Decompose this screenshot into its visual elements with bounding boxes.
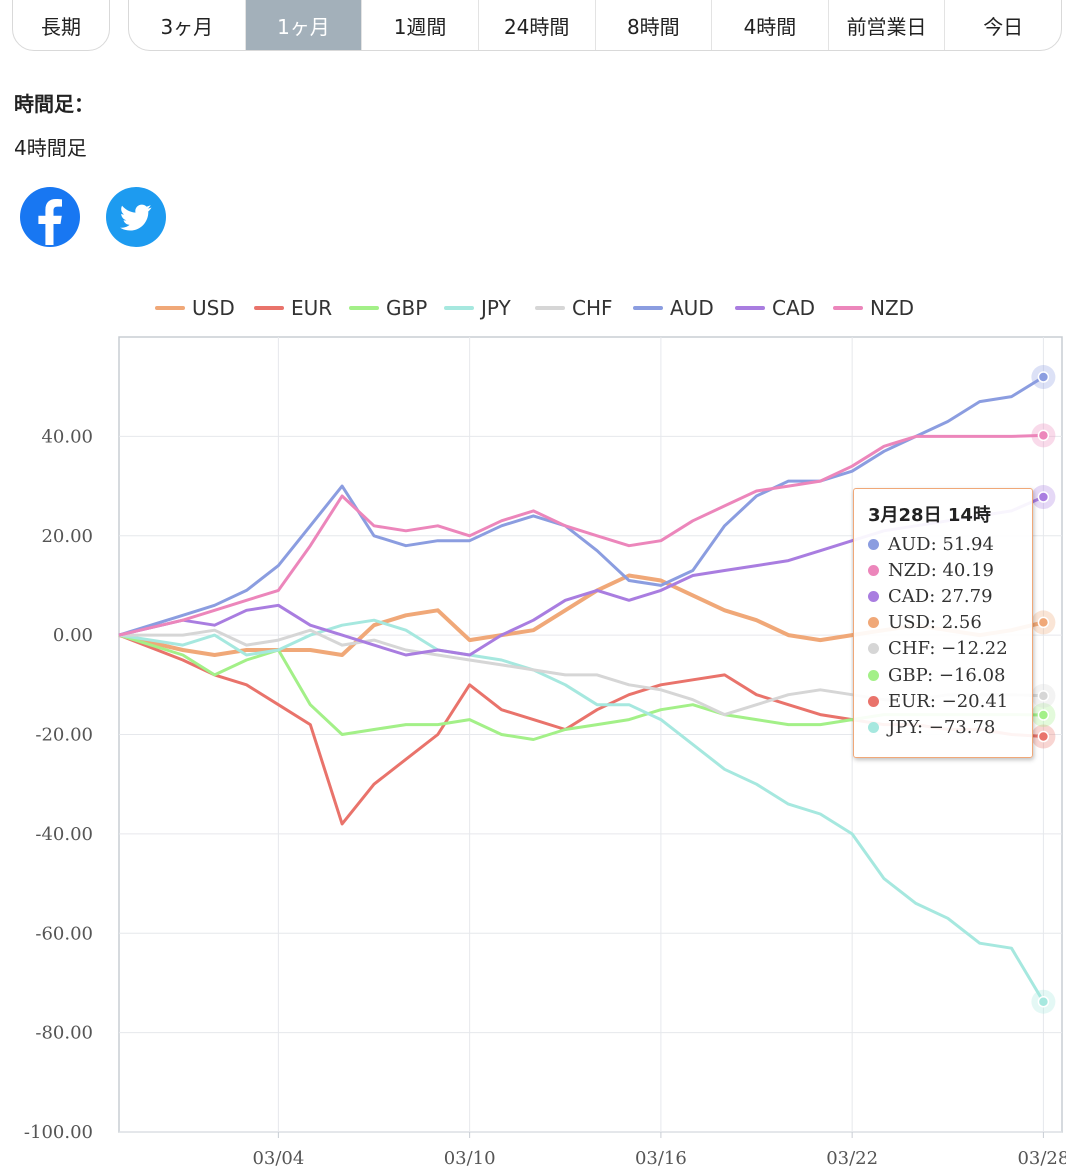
tooltip-dot-cad (868, 590, 879, 602)
tab-1-week[interactable]: 1週間 (361, 0, 478, 50)
facebook-icon (38, 199, 62, 245)
legend-label: CAD (772, 296, 815, 320)
period-tabs: 長期 3ヶ月 1ヶ月 1週間 24時間 8時間 4時間 前営業日 今日 (0, 0, 1066, 54)
tooltip-dot-eur (868, 695, 879, 707)
tab-today[interactable]: 今日 (944, 0, 1061, 50)
legend-item-gbp[interactable]: GBP (349, 296, 427, 320)
tooltip-title: 3月28日 14時 (868, 505, 991, 526)
timeframe-value: 4時間足 (14, 136, 87, 160)
legend-item-nzd[interactable]: NZD (833, 296, 914, 320)
tab-4-hours[interactable]: 4時間 (711, 0, 828, 50)
legend-label: AUD (670, 296, 714, 320)
y-tick-label: 20.00 (41, 526, 93, 547)
tooltip-row-usd: USD: 2.56 (868, 610, 1032, 636)
y-tick-label: -40.00 (35, 824, 93, 845)
tooltip-dot-aud (868, 538, 879, 550)
tooltip-dot-nzd (868, 564, 879, 576)
y-tick-label: -20.00 (35, 725, 93, 746)
tab-long-term[interactable]: 長期 (12, 0, 110, 51)
tab-3-months[interactable]: 3ヶ月 (160, 15, 214, 39)
tooltip-row-eur: EUR: −20.41 (868, 688, 1032, 714)
twitter-share-button[interactable] (106, 187, 166, 247)
legend-label: GBP (386, 296, 427, 320)
y-axis: 40.00 20.00 0.00 -20.00 -40.00 -60.00 -80.00 -1… (24, 426, 93, 1143)
end-marker-gbp (1037, 709, 1050, 721)
legend-item-cad[interactable]: CAD (735, 296, 815, 320)
tooltip-value: AUD: 51.94 (888, 533, 994, 555)
tooltip-dot-jpy (868, 721, 879, 733)
tooltip-row-gbp: GBP: −16.08 (868, 662, 1032, 688)
facebook-share-button[interactable] (20, 187, 80, 247)
y-tick-label: -100.00 (24, 1122, 93, 1143)
x-axis: 03/04 03/10 03/16 03/22 03/28 (252, 1132, 1066, 1166)
chart-tooltip: 3月28日 14時 AUD: 51.94 NZD: 40.19 CAD: 27.79… (853, 488, 1033, 758)
period-tab-group: 3ヶ月 1ヶ月 1週間 24時間 8時間 4時間 前営業日 今日 (128, 0, 1062, 51)
end-marker-cad (1037, 491, 1050, 503)
currency-strength-chart: USD EUR GBP JPY CHF AUD CAD NZD 40.00 20.00 0.00 -… (24, 296, 1066, 1166)
legend-label: EUR (291, 296, 332, 320)
x-tick-label: 03/10 (444, 1148, 496, 1166)
timeframe-label: 時間足： (14, 92, 94, 116)
tooltip-row-cad: CAD: 27.79 (868, 583, 1032, 609)
legend-item-chf[interactable]: CHF (535, 296, 613, 320)
x-tick-label: 03/16 (635, 1148, 687, 1166)
end-marker-jpy (1037, 995, 1050, 1008)
tooltip-value: EUR: −20.41 (888, 690, 1009, 712)
tooltip-row-aud: AUD: 51.94 (868, 531, 1032, 557)
tab-previous-business-day[interactable]: 前営業日 (827, 0, 945, 50)
chart-legend: USD EUR GBP JPY CHF AUD CAD NZD (155, 296, 914, 320)
tooltip-row-nzd: NZD: 40.19 (868, 557, 1032, 583)
series-line-jpy[interactable] (118, 618, 1045, 1003)
tooltip-dot-usd (868, 617, 879, 629)
series-line-nzd[interactable] (118, 433, 1044, 637)
y-tick-label: 40.00 (41, 426, 93, 447)
tooltip-value: JPY: −73.78 (888, 716, 996, 738)
legend-item-aud[interactable]: AUD (633, 296, 714, 320)
tooltip-value: CAD: 27.79 (888, 585, 993, 607)
tooltip-value: GBP: −16.08 (888, 664, 1006, 686)
tooltip-value: NZD: 40.19 (888, 559, 995, 581)
end-marker-chf (1037, 690, 1050, 702)
x-tick-label: 03/04 (252, 1148, 304, 1166)
tooltip-value: CHF: −12.22 (888, 638, 1008, 660)
y-tick-label: 0.00 (53, 625, 93, 646)
legend-label: NZD (870, 296, 914, 320)
legend-label: JPY (479, 296, 512, 320)
tooltip-value: USD: 2.56 (888, 612, 982, 634)
tooltip-row-chf: CHF: −12.22 (868, 636, 1032, 662)
end-marker-usd (1037, 616, 1050, 629)
series-line-aud[interactable] (118, 375, 1045, 637)
legend-label: CHF (572, 296, 613, 320)
end-marker-eur (1037, 730, 1050, 743)
x-tick-label: 03/22 (826, 1148, 878, 1166)
y-tick-label: -80.00 (35, 1023, 93, 1044)
tooltip-dot-chf (868, 643, 879, 655)
legend-item-jpy[interactable]: JPY (444, 296, 512, 320)
legend-label: USD (192, 296, 235, 320)
tab-8-hours[interactable]: 8時間 (594, 0, 712, 50)
end-marker-nzd (1037, 429, 1050, 442)
y-tick-label: -60.00 (35, 923, 93, 944)
legend-item-eur[interactable]: EUR (254, 296, 332, 320)
tab-24-hours[interactable]: 24時間 (477, 0, 595, 50)
twitter-icon (120, 204, 152, 231)
tab-1-month[interactable]: 1ヶ月 (244, 0, 362, 50)
x-tick-label: 03/28 (1017, 1148, 1066, 1166)
end-marker-aud (1037, 371, 1050, 383)
series-end-markers (1031, 365, 1056, 1014)
legend-item-usd[interactable]: USD (155, 296, 235, 320)
tooltip-dot-gbp (868, 669, 879, 681)
tooltip-row-jpy: JPY: −73.78 (868, 714, 1032, 740)
